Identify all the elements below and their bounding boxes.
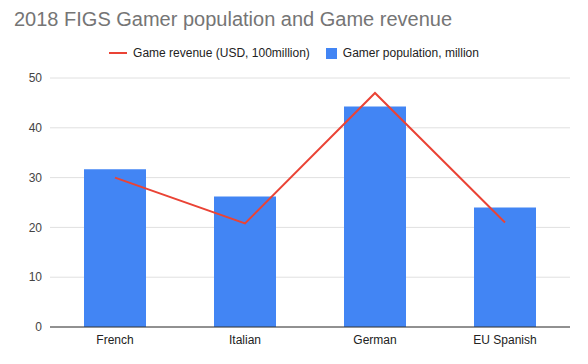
- svg-text:0: 0: [35, 320, 42, 334]
- svg-text:20: 20: [29, 221, 43, 235]
- svg-text:German: German: [353, 333, 396, 347]
- svg-text:10: 10: [29, 270, 43, 284]
- svg-text:EU Spanish: EU Spanish: [473, 333, 536, 347]
- html-text:2018 FIGS Gamer population and: 2018 FIGS Gamer population and Game reve…: [14, 8, 452, 30]
- svg-text:Italian: Italian: [229, 333, 261, 347]
- svg-text:50: 50: [29, 71, 43, 85]
- svg-text:30: 30: [29, 171, 43, 185]
- html-text:Gamer population, million: Gamer population, million: [342, 46, 479, 60]
- svg-text:40: 40: [29, 121, 43, 135]
- html-text:Game revenue (USD, 100million): Game revenue (USD, 100million): [133, 46, 310, 60]
- svg-text:French: French: [96, 333, 133, 347]
